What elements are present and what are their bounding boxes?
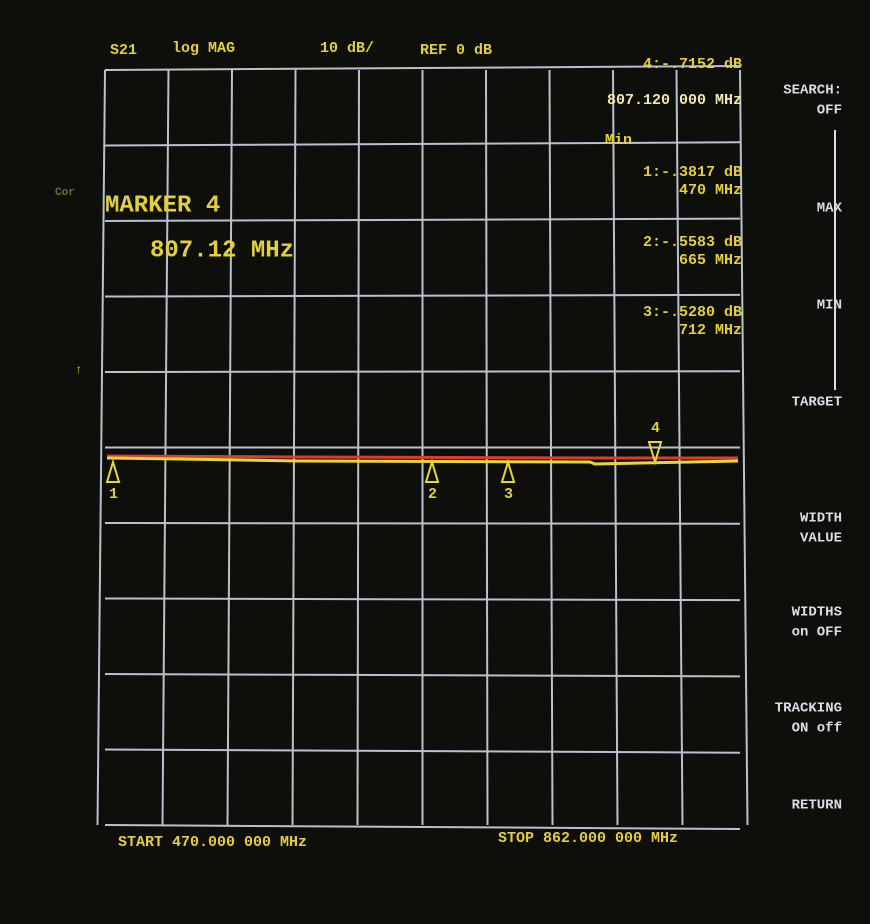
marker-list-value: 2:-.5583 dB: [643, 234, 742, 251]
softkeys: SEARCH: OFF MAX MIN TARGET WIDTH VALUE WIDTHS on…: [775, 83, 843, 814]
marker-triangle: [500, 458, 516, 483]
softkey-label: on OFF: [792, 625, 842, 641]
marker-list-freq: 665 MHz: [679, 252, 742, 269]
marker-title: MARKER 4: [105, 192, 220, 219]
marker-triangle: [105, 458, 121, 483]
grid-horizontal: [104, 748, 741, 754]
grid-horizontal: [104, 824, 741, 830]
softkey-label: MIN: [817, 298, 842, 314]
grid-horizontal: [104, 597, 741, 602]
edge: [870, 0, 885, 924]
ref-arrow: ↑: [75, 363, 82, 377]
softkey-label: TRACKING: [775, 701, 842, 717]
marker-number: 4: [651, 420, 660, 437]
marker-triangle: [424, 458, 440, 483]
marker-entry-freq: 807.12 MHz: [150, 237, 294, 264]
marker-list-freq: 470 MHz: [679, 182, 742, 199]
reference: REF 0 dB: [420, 42, 492, 59]
grid-vertical: [739, 69, 749, 826]
softkey-label: OFF: [817, 103, 842, 119]
softkey-label: ON off: [792, 721, 842, 737]
marker-triangle: [647, 441, 663, 466]
cor-label: Cor: [55, 187, 75, 199]
marker-list-value: 1:-.3817 dB: [643, 164, 742, 181]
grid-vertical: [96, 69, 106, 826]
marker-freq: 807.120 000 MHz: [607, 92, 742, 109]
softkey-label: RETURN: [792, 798, 842, 814]
marker-number: 2: [428, 486, 437, 503]
softkey-label: SEARCH:: [783, 83, 842, 99]
softkey-label: MAX: [817, 201, 843, 217]
grid-vertical: [485, 69, 489, 826]
marker-value: 4:-.7152 dB: [643, 56, 742, 73]
stop-freq: STOP 862.000 000 MHz: [498, 830, 678, 847]
data-trace: [106, 456, 739, 466]
grid-horizontal: [104, 522, 741, 525]
memory-trace: [106, 454, 738, 460]
marker-number: 3: [504, 486, 513, 503]
softkey-label: WIDTHS: [792, 605, 842, 621]
marker-list-freq: 712 MHz: [679, 322, 742, 339]
grid-horizontal: [104, 673, 741, 678]
softkey-label: WIDTH: [800, 511, 842, 527]
graticule: [96, 65, 749, 830]
scale: 10 dB/: [320, 40, 374, 57]
start-freq: START 470.000 000 MHz: [118, 834, 307, 851]
softkey-label: VALUE: [800, 531, 842, 547]
trace-markers: 1 2 3 4: [105, 420, 663, 503]
search-mode: Min: [605, 132, 632, 149]
parameter: S21: [110, 42, 137, 59]
marker-list-value: 3:-.5280 dB: [643, 304, 742, 321]
format: log MAG: [172, 40, 235, 57]
softkey-label: TARGET: [792, 395, 842, 411]
grid-horizontal: [104, 65, 741, 71]
grid-vertical: [612, 69, 619, 826]
grid-vertical: [548, 69, 554, 826]
grid-vertical: [675, 69, 684, 826]
marker-number: 1: [109, 486, 118, 503]
